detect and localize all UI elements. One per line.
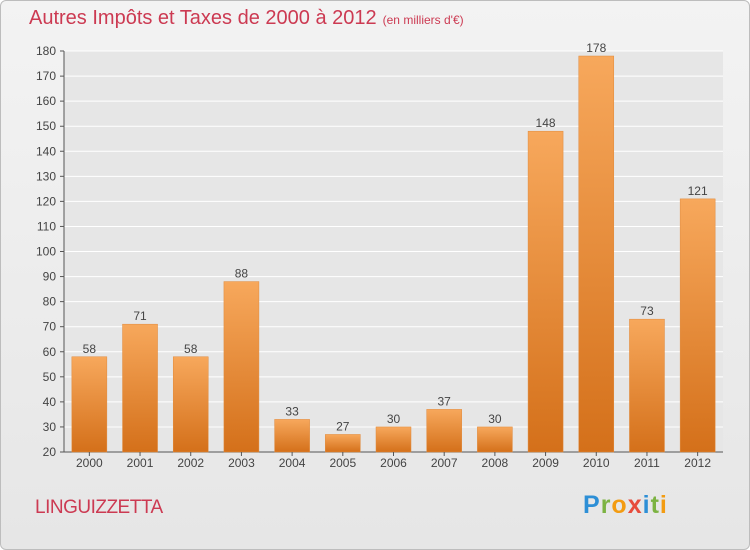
x-tick-label: 2002 — [177, 456, 204, 470]
y-tick-label: 150 — [36, 119, 56, 133]
logo-letter: t — [650, 491, 660, 519]
bar — [578, 55, 615, 453]
data-label: 37 — [438, 394, 452, 408]
data-label: 30 — [387, 412, 401, 426]
x-tick-label: 2011 — [634, 456, 660, 470]
bar — [629, 318, 665, 453]
data-label: 148 — [536, 116, 556, 130]
data-label: 121 — [688, 184, 708, 198]
data-label: 58 — [184, 342, 198, 356]
proxiti-logo: Proxiti — [583, 491, 668, 520]
y-tick-label: 90 — [43, 270, 57, 284]
x-tick-label: 2012 — [684, 456, 711, 470]
bar — [375, 426, 412, 453]
x-tick-label: 2007 — [431, 456, 458, 470]
bar — [223, 281, 260, 453]
chart-title: Autres Impôts et Taxes de 2000 à 2012 (en… — [29, 7, 464, 30]
bar — [426, 409, 462, 453]
y-tick-label: 140 — [36, 144, 56, 158]
x-tick-label: 2004 — [279, 456, 306, 470]
y-tick-label: 130 — [36, 169, 56, 183]
logo-letter: i — [659, 491, 668, 519]
y-tick-label: 50 — [43, 370, 57, 384]
chart-title-text: Autres Impôts et Taxes de 2000 à 2012 — [29, 7, 377, 29]
y-tick-label: 180 — [36, 44, 56, 58]
bar — [172, 356, 209, 453]
location-name: LINGUIZZETTA — [35, 497, 163, 518]
logo-letter: i — [642, 491, 651, 519]
data-label: 58 — [83, 342, 97, 356]
bar — [527, 130, 564, 453]
y-tick-label: 60 — [43, 345, 57, 359]
logo-letter: o — [611, 491, 628, 519]
y-tick-label: 110 — [37, 219, 56, 233]
data-label: 71 — [133, 309, 147, 323]
y-tick-label: 160 — [36, 94, 56, 108]
x-tick-label: 2003 — [228, 456, 255, 470]
y-tick-label: 40 — [43, 395, 57, 409]
bar — [679, 198, 716, 453]
data-label: 33 — [285, 404, 299, 418]
data-label: 27 — [336, 419, 350, 433]
x-tick-label: 2005 — [329, 456, 356, 470]
y-tick-label: 100 — [36, 245, 56, 259]
data-label: 178 — [586, 41, 606, 55]
x-tick-label: 2008 — [482, 456, 509, 470]
bar — [71, 356, 108, 453]
y-tick-label: 20 — [43, 445, 57, 459]
data-label: 30 — [488, 412, 502, 426]
y-tick-label: 30 — [43, 420, 57, 434]
bar — [122, 323, 158, 453]
x-tick-label: 2010 — [583, 456, 610, 470]
chart-unit-label: (en milliers d'€) — [382, 13, 464, 27]
y-tick-label: 120 — [36, 194, 56, 208]
bar — [325, 434, 361, 453]
bar — [477, 426, 513, 453]
y-tick-label: 170 — [36, 69, 56, 83]
x-tick-label: 2000 — [76, 456, 103, 470]
y-tick-label: 80 — [43, 295, 57, 309]
logo-letter: r — [600, 491, 612, 519]
x-tick-label: 2006 — [380, 456, 407, 470]
x-tick-label: 2001 — [127, 456, 154, 470]
bar — [274, 419, 310, 453]
logo-letter: P — [583, 491, 601, 519]
x-tick-label: 2009 — [532, 456, 559, 470]
logo-letter: x — [627, 491, 643, 519]
data-label: 88 — [235, 267, 249, 281]
data-label: 73 — [640, 304, 654, 318]
y-tick-label: 70 — [43, 320, 57, 334]
